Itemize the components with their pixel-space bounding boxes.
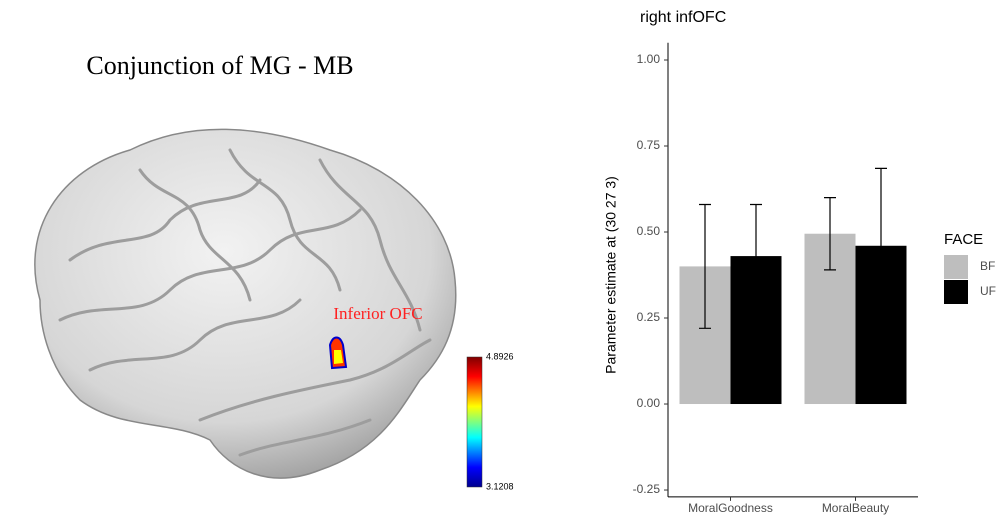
error-bar	[824, 197, 836, 271]
error-bar	[699, 203, 711, 329]
y-axis-label: Parameter estimate at (30 27 3)	[603, 176, 619, 374]
legend-label: UF	[980, 284, 996, 298]
legend-label: BF	[980, 259, 995, 273]
x-tick-label: MoralBeauty	[822, 501, 889, 515]
brain-illustration	[34, 128, 457, 479]
y-tick-label: 0.75	[637, 138, 661, 152]
colorbar-min-label: 3.1208	[486, 481, 514, 491]
legend-swatch	[944, 280, 968, 304]
x-tick-label: MoralGoodness	[688, 501, 773, 515]
chart-title: right infOFC	[640, 9, 726, 26]
y-tick-label: 0.00	[637, 396, 661, 410]
legend-title: FACE	[944, 231, 983, 248]
y-tick-label: 1.00	[637, 52, 661, 66]
region-annotation: Inferior OFC	[333, 304, 422, 323]
error-bar	[750, 203, 762, 309]
y-tick-label: 0.50	[637, 224, 661, 238]
colorbar-max-label: 4.8926	[486, 351, 514, 361]
legend-swatch	[944, 255, 968, 279]
y-tick-label: -0.25	[633, 482, 661, 496]
y-tick-label: 0.25	[637, 310, 661, 324]
brain-title: Conjunction of MG - MB	[86, 51, 353, 80]
colorbar	[466, 356, 483, 488]
error-bar	[875, 167, 887, 324]
